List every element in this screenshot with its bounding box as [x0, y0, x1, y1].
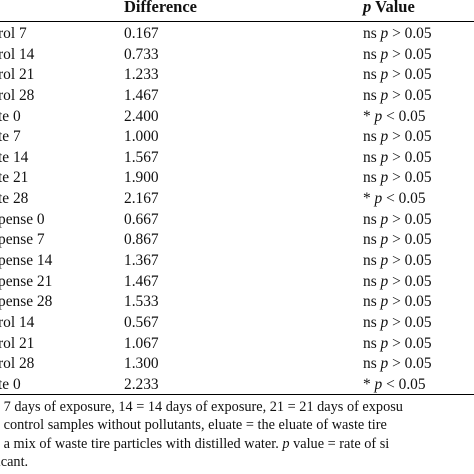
row-label: te 14: [0, 148, 29, 166]
table-row: rol 28 1.467 ns p > 0.05: [0, 86, 474, 107]
row-label: te 0: [0, 107, 21, 125]
row-label: rol 28: [0, 86, 35, 104]
table-row: rol 21 1.067 ns p > 0.05: [0, 334, 474, 355]
difference-value: 0.567: [124, 313, 159, 331]
row-label: rol 7: [0, 25, 27, 42]
row-label: pense 7: [0, 231, 45, 249]
p-value: * p < 0.05: [363, 107, 426, 125]
table-row: te 28 2.167 * p < 0.05: [0, 189, 474, 210]
row-label: te 0: [0, 375, 21, 393]
row-label: pense 14: [0, 252, 53, 270]
difference-value: 0.733: [124, 45, 159, 63]
footnote-line: ficant.: [0, 453, 29, 470]
table-row: te 21 1.900 ns p > 0.05: [0, 168, 474, 189]
p-value: ns p > 0.05: [363, 148, 432, 166]
difference-value: 1.467: [124, 86, 159, 104]
p-value: ns p > 0.05: [363, 128, 432, 146]
row-label: te 21: [0, 169, 29, 187]
table-body: rol 7 0.167 ns p > 0.05 rol 14 0.733 ns p > 0…: [0, 24, 474, 396]
difference-value: 1.467: [124, 272, 159, 290]
table-row: pense 14 1.367 ns p > 0.05: [0, 251, 474, 272]
difference-value: 0.167: [124, 25, 159, 42]
difference-value: 1.533: [124, 293, 159, 311]
p-value: ns p > 0.05: [363, 334, 432, 352]
difference-value: 1.900: [124, 169, 159, 187]
footnote-line: = a mix of waste tire particles with dis…: [0, 435, 390, 452]
row-label: te 7: [0, 128, 21, 146]
row-label: rol 21: [0, 66, 35, 84]
table-row: te 0 2.400 * p < 0.05: [0, 107, 474, 128]
p-value: ns p > 0.05: [363, 313, 432, 331]
row-label: pense 21: [0, 272, 53, 290]
top-rule: [0, 21, 474, 22]
row-label: rol 14: [0, 45, 35, 63]
row-label: pense 28: [0, 293, 53, 311]
difference-value: 2.233: [124, 375, 159, 393]
difference-value: 1.567: [124, 148, 159, 166]
table-header: Difference p Value: [0, 0, 474, 20]
p-value: ns p > 0.05: [363, 66, 432, 84]
difference-value: 1.000: [124, 128, 159, 146]
row-label: te 28: [0, 190, 29, 208]
row-label: rol 28: [0, 355, 35, 373]
table-row: pense 0 0.667 ns p > 0.05: [0, 210, 474, 231]
p-value: ns p > 0.05: [363, 45, 432, 63]
p-value: ns p > 0.05: [363, 210, 432, 228]
p-symbol: p: [363, 0, 372, 16]
p-value: ns p > 0.05: [363, 355, 432, 373]
table-row: rol 7 0.167 ns p > 0.05: [0, 24, 474, 45]
p-value: ns p > 0.05: [363, 293, 432, 311]
p-value: ns p > 0.05: [363, 86, 432, 104]
bottom-rule: [0, 394, 474, 395]
row-label: pense 0: [0, 210, 45, 228]
row-label: rol 14: [0, 313, 35, 331]
table-row: pense 21 1.467 ns p > 0.05: [0, 272, 474, 293]
footnote-line: = 7 days of exposure, 14 = 14 days of ex…: [0, 399, 403, 415]
p-value: ns p > 0.05: [363, 25, 432, 42]
table-row: te 7 1.000 ns p > 0.05: [0, 127, 474, 148]
p-value: * p < 0.05: [363, 375, 426, 393]
table-row: rol 14 0.733 ns p > 0.05: [0, 45, 474, 66]
column-header-difference: Difference: [124, 0, 197, 16]
difference-value: 0.867: [124, 231, 159, 249]
footnote-line: = control samples without pollutants, el…: [0, 417, 387, 434]
difference-value: 2.400: [124, 107, 159, 125]
table-row: rol 28 1.300 ns p > 0.05: [0, 354, 474, 375]
column-header-p-value: p Value: [363, 0, 415, 17]
table-row: pense 7 0.867 ns p > 0.05: [0, 230, 474, 251]
table-row: rol 21 1.233 ns p > 0.05: [0, 65, 474, 86]
p-value: ns p > 0.05: [363, 169, 432, 187]
table-row: te 14 1.567 ns p > 0.05: [0, 148, 474, 169]
difference-value: 1.233: [124, 66, 159, 84]
difference-value: 1.067: [124, 334, 159, 352]
table-footnote: = 7 days of exposure, 14 = 14 days of ex…: [0, 398, 474, 471]
p-value-word: Value: [371, 0, 415, 16]
p-value: ns p > 0.05: [363, 231, 432, 249]
difference-value: 0.667: [124, 210, 159, 228]
table-row: pense 28 1.533 ns p > 0.05: [0, 292, 474, 313]
p-value: ns p > 0.05: [363, 272, 432, 290]
table-row: te 0 2.233 * p < 0.05: [0, 375, 474, 396]
row-label: rol 21: [0, 334, 35, 352]
difference-value: 1.367: [124, 252, 159, 270]
difference-value: 1.300: [124, 355, 159, 373]
table-row: rol 14 0.567 ns p > 0.05: [0, 313, 474, 334]
difference-value: 2.167: [124, 190, 159, 208]
p-value: ns p > 0.05: [363, 252, 432, 270]
p-value: * p < 0.05: [363, 190, 426, 208]
